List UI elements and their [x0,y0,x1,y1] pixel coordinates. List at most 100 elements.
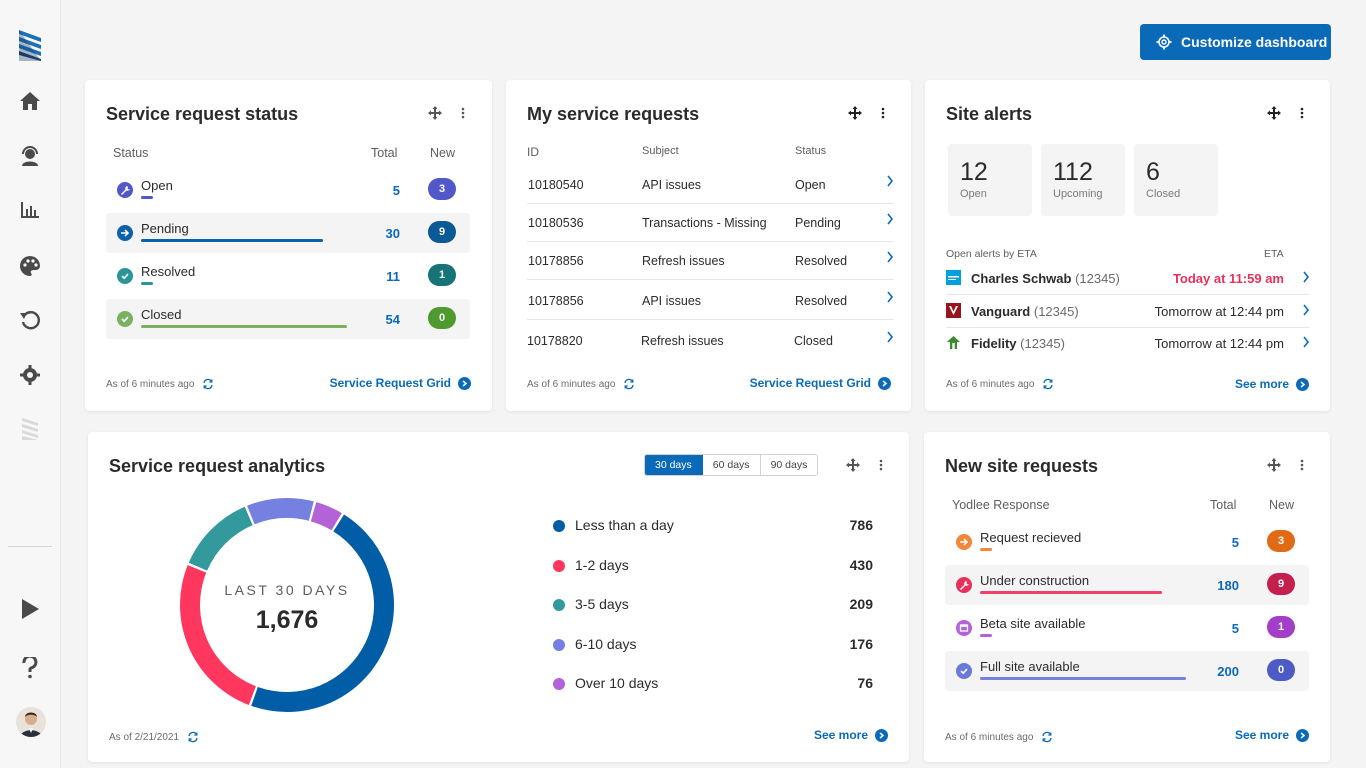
drag-move-icon[interactable] [427,105,443,121]
legend-item[interactable]: 1-2 days 430 [553,556,873,576]
site-request-total[interactable]: 180 [1217,578,1239,593]
table-row[interactable]: 10178856 Refresh issues Resolved [527,240,894,280]
range-60-days-button[interactable]: 60 days [702,455,761,475]
status-new-badge: 3 [428,178,456,200]
site-request-label: Under construction [980,573,1090,588]
service-request-grid-link[interactable]: Service Request Grid [750,376,891,390]
request-id: 10178820 [527,334,583,348]
sidebar [0,0,61,768]
alert-row[interactable]: Fidelity (12345) Tomorrow at 12:44 pm [946,328,1310,360]
home-icon[interactable] [17,88,43,114]
see-more-link[interactable]: See more [1235,377,1309,391]
donut-slice-less-than-a-day[interactable] [251,514,394,712]
alert-stat-closed[interactable]: 6 Closed [1134,144,1218,216]
legend-item[interactable]: Less than a day 786 [553,516,873,536]
donut-slice-over-10-days[interactable] [310,502,342,531]
play-icon[interactable] [17,596,43,622]
settings-icon[interactable] [17,362,43,388]
drag-move-icon[interactable] [847,105,863,121]
support-agent-icon[interactable] [17,143,43,169]
donut-slice-6-10-days[interactable] [247,498,314,525]
link-label: See more [1234,377,1289,391]
fidelity-logo-icon [947,336,960,349]
range-30-days-button[interactable]: 30 days [645,455,703,475]
link-label: Service Request Grid [329,376,451,390]
chevron-right-icon[interactable] [1302,336,1310,348]
alert-stat-upcoming[interactable]: 112 Upcoming [1041,144,1125,216]
date-range-toggle: 30 days 60 days 90 days [644,454,819,476]
status-row-closed[interactable]: Closed 54 0 [106,299,470,339]
alert-row[interactable]: Vanguard (12345) Tomorrow at 12:44 pm [946,296,1310,328]
customize-dashboard-button[interactable]: Customize dashboard [1140,24,1331,60]
status-bar [141,325,347,328]
institution-name: Charles Schwab [971,271,1072,286]
more-options-icon[interactable] [875,105,891,121]
table-row[interactable]: 10180536 Transactions - Missing Pending [527,202,894,242]
col-header-new: New [430,146,456,160]
donut-slice-1-2-days[interactable] [180,565,256,705]
avatar[interactable] [16,707,46,737]
drag-move-icon[interactable] [1266,105,1282,121]
site-request-row[interactable]: Request recieved 5 3 [945,522,1309,562]
chevron-right-icon[interactable] [886,251,894,263]
more-options-icon[interactable] [873,457,889,473]
refresh-icon[interactable] [1042,378,1054,390]
site-request-row[interactable]: Beta site available 5 1 [945,608,1309,648]
legend-item[interactable]: Over 10 days 76 [553,674,873,694]
last-updated-text: As of 6 minutes ago [106,378,195,390]
drag-move-icon[interactable] [1266,457,1282,473]
status-total[interactable]: 5 [392,183,400,198]
range-90-days-button[interactable]: 90 days [760,455,818,475]
more-options-icon[interactable] [455,105,471,121]
refresh-icon[interactable] [202,378,214,390]
palette-icon[interactable] [17,253,43,279]
site-request-row[interactable]: Full site available 200 0 [945,651,1309,691]
status-row-pending[interactable]: Pending 30 9 [106,213,470,253]
site-request-total[interactable]: 5 [1231,535,1239,550]
see-more-link[interactable]: See more [1235,728,1309,742]
chevron-right-icon[interactable] [886,331,894,343]
history-icon[interactable] [17,307,43,333]
more-options-icon[interactable] [1294,457,1310,473]
legend-dot [553,559,565,572]
status-row-open[interactable]: Open 5 3 [106,170,470,210]
table-row[interactable]: 10178820 Refresh issues Closed [527,320,894,360]
status-row-resolved[interactable]: Resolved 11 1 [106,256,470,296]
legend-item[interactable]: 3-5 days 209 [553,595,873,615]
refresh-icon[interactable] [1041,731,1053,743]
request-status: Closed [794,334,833,348]
site-request-total[interactable]: 200 [1217,664,1239,679]
arrow-right-icon [117,225,133,241]
site-request-bar [980,677,1186,680]
logo-icon[interactable] [16,28,44,62]
table-row[interactable]: 10180540 API issues Open [527,164,894,204]
chevron-right-icon[interactable] [886,291,894,303]
chevron-right-icon[interactable] [886,175,894,187]
alert-stat-open[interactable]: 12 Open [948,144,1032,216]
col-header-id: ID [527,145,539,159]
analytics-icon[interactable] [17,197,43,223]
alert-row[interactable]: Charles Schwab (12345) Today at 11:59 am [946,263,1310,295]
chevron-right-icon[interactable] [886,213,894,225]
site-request-total[interactable]: 5 [1231,621,1239,636]
more-options-icon[interactable] [1294,105,1310,121]
help-icon[interactable] [17,655,43,681]
check-icon [117,268,133,284]
status-total[interactable]: 11 [386,269,400,284]
refresh-icon[interactable] [187,731,199,743]
col-header-eta: ETA [1264,248,1284,260]
legend-item[interactable]: 6-10 days 176 [553,635,873,655]
request-id: 10178856 [528,254,584,268]
service-request-grid-link[interactable]: Service Request Grid [330,376,471,390]
refresh-icon[interactable] [623,378,635,390]
chevron-right-icon[interactable] [1302,271,1310,283]
site-request-row[interactable]: Under construction 180 9 [945,565,1309,605]
donut-slice-3-5-days[interactable] [188,506,253,571]
table-row[interactable]: 10178856 API issues Resolved [527,280,894,320]
institution-code: (12345) [1075,271,1120,286]
see-more-link[interactable]: See more [814,728,888,742]
status-total[interactable]: 54 [385,312,400,327]
drag-move-icon[interactable] [845,457,861,473]
status-total[interactable]: 30 [385,226,400,241]
chevron-right-icon[interactable] [1302,304,1310,316]
